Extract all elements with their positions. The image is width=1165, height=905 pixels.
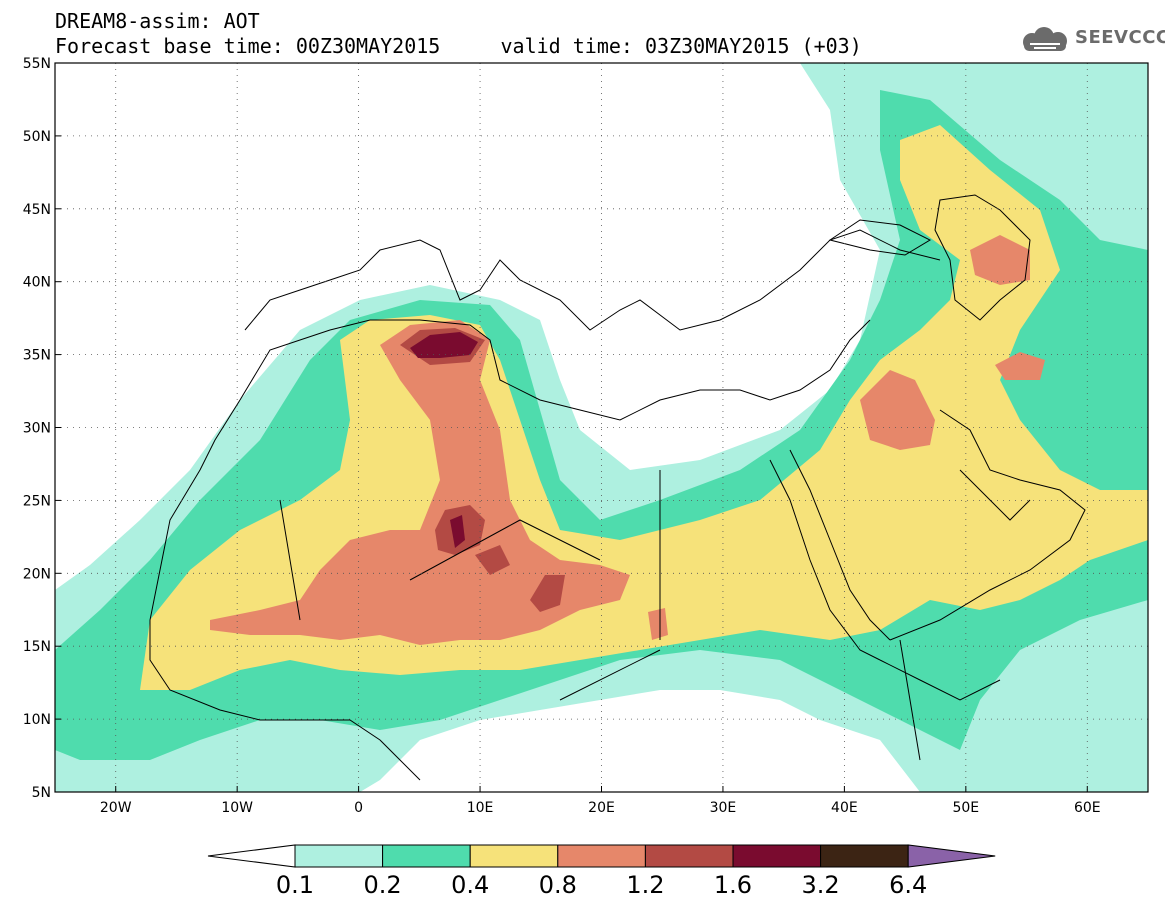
coastlines bbox=[149, 194, 1086, 781]
lon-tick-label: 10W bbox=[221, 800, 253, 816]
lon-tick-label: 50E bbox=[952, 800, 979, 816]
arabia-coast bbox=[889, 409, 1086, 641]
lat-tick-label: 25N bbox=[23, 493, 51, 509]
colorbar-label: 0.1 bbox=[276, 871, 314, 899]
europe-coast bbox=[244, 229, 941, 331]
aot-contour-0.8-main bbox=[210, 320, 630, 645]
lat-tick-label: 5N bbox=[32, 785, 51, 801]
lat-tick-label: 40N bbox=[23, 275, 51, 291]
lat-tick-label: 50N bbox=[23, 129, 51, 145]
red-sea-coast-east bbox=[789, 449, 891, 641]
colorbar-label: 3.2 bbox=[802, 871, 840, 899]
colorbar-segment bbox=[469, 844, 559, 868]
forecast-time-info: Forecast base time: 00Z30MAY2015 valid t… bbox=[55, 34, 862, 58]
caspian-coast bbox=[934, 194, 1031, 321]
lat-tick-label: 55N bbox=[23, 56, 51, 72]
lat-tick-label: 15N bbox=[23, 639, 51, 655]
colorbar-segment bbox=[907, 844, 996, 868]
colorbar-segment bbox=[732, 844, 822, 868]
colorbar-label: 1.6 bbox=[714, 871, 752, 899]
colorbar-label: 1.2 bbox=[626, 871, 664, 899]
colorbar: 0.1 0.2 0.4 0.8 1.2 1.6 3.2 6.4 bbox=[207, 844, 996, 899]
aot-contour-0.8-iran bbox=[995, 352, 1045, 380]
colorbar-segment bbox=[820, 844, 909, 868]
colorbar-segment bbox=[644, 844, 734, 868]
red-sea-coast bbox=[769, 459, 881, 661]
aot-field bbox=[55, 63, 1148, 792]
aot-contour-0.8-chad bbox=[648, 608, 668, 640]
colorbar-segment bbox=[557, 844, 646, 868]
lon-tick-label: 40E bbox=[831, 800, 858, 816]
colorbar-label: 0.8 bbox=[539, 871, 577, 899]
colorbar-label: 0.2 bbox=[364, 871, 402, 899]
aot-contour-1.6-niger bbox=[450, 515, 465, 548]
cloud-icon bbox=[1023, 27, 1067, 51]
aot-contour-1.6 bbox=[410, 332, 478, 358]
lon-tick-label: 60E bbox=[1074, 800, 1101, 816]
border-sahara bbox=[279, 470, 921, 761]
colorbar-segment bbox=[382, 844, 471, 868]
lat-tick-label: 45N bbox=[23, 202, 51, 218]
aot-contour-0.8-caspian bbox=[970, 235, 1030, 285]
colorbar-label: 0.4 bbox=[451, 871, 489, 899]
colorbar-segment bbox=[207, 844, 296, 868]
lon-tick-label: 30E bbox=[710, 800, 737, 816]
lat-tick-label: 30N bbox=[23, 421, 51, 437]
horn-of-africa bbox=[879, 659, 1001, 701]
aot-contour-0.8-east bbox=[860, 370, 935, 450]
lon-tick-label: 20W bbox=[100, 800, 132, 816]
axis-ticks: 20W 10W 0 10E 20E 30E 40E 50E 60E 55N 50N 45N 40N 35N… bbox=[23, 56, 1101, 816]
west-africa-coast bbox=[149, 399, 421, 781]
lon-tick-label: 10E bbox=[467, 800, 494, 816]
logo-text: SEEVCCC bbox=[1075, 27, 1165, 48]
lat-tick-label: 20N bbox=[23, 566, 51, 582]
map-title: DREAM8-assim: AOT bbox=[55, 9, 260, 33]
black-sea-coast bbox=[828, 219, 932, 256]
lon-tick-label: 20E bbox=[588, 800, 615, 816]
lat-tick-label: 10N bbox=[23, 712, 51, 728]
lat-tick-label: 35N bbox=[23, 348, 51, 364]
persian-gulf-coast bbox=[959, 469, 1031, 521]
aot-contour-1.2-niger2 bbox=[475, 545, 510, 575]
colorbar-label: 6.4 bbox=[889, 871, 927, 899]
aot-contour-1.2-chad bbox=[530, 575, 565, 612]
north-africa-coast bbox=[239, 319, 871, 421]
colorbar-segment bbox=[294, 844, 384, 868]
lon-tick-label: 0 bbox=[354, 800, 363, 816]
